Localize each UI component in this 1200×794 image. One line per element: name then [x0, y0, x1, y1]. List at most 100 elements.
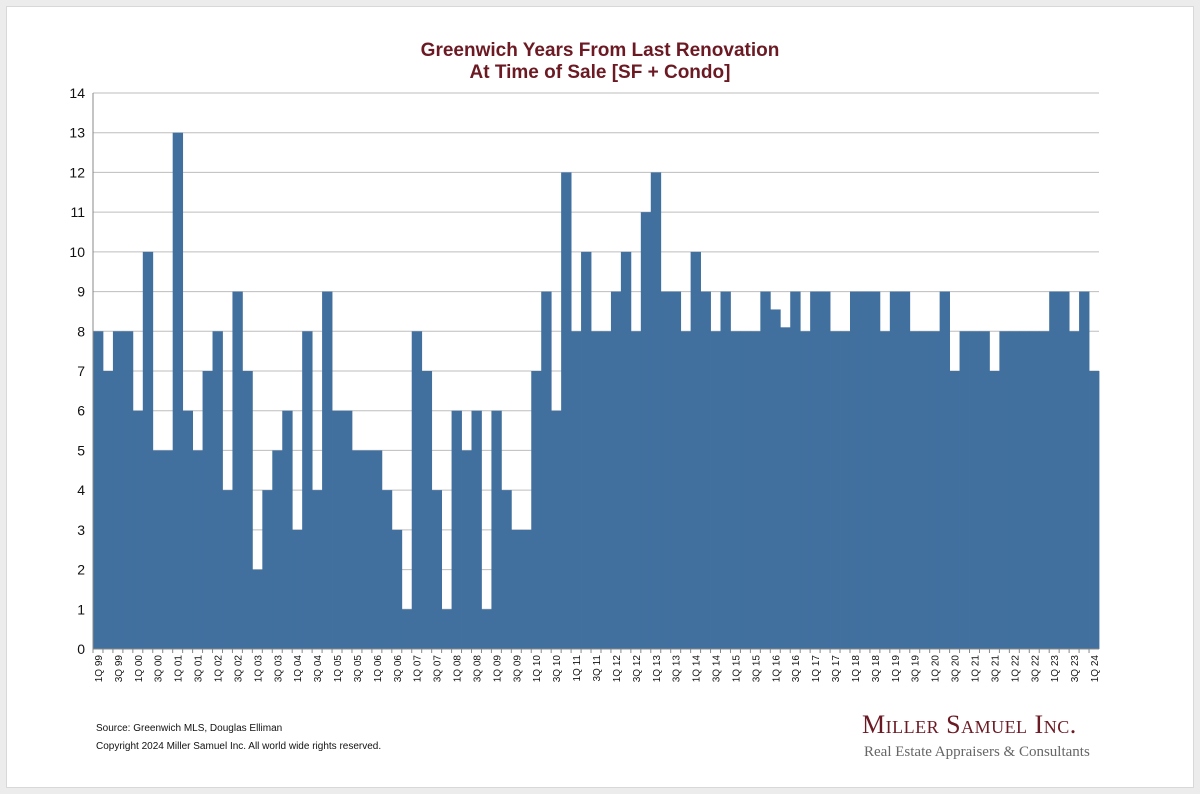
x-tick-label: 1Q 02 — [214, 655, 225, 683]
bar — [152, 450, 164, 649]
x-tick-label: 1Q 01 — [174, 655, 185, 683]
bar — [132, 410, 144, 649]
bar — [830, 331, 841, 649]
bar — [700, 291, 711, 649]
bar — [869, 291, 881, 649]
x-tick-label: 3Q 14 — [712, 655, 723, 683]
bar — [770, 309, 781, 649]
bar — [541, 291, 552, 649]
bar — [1049, 291, 1060, 649]
x-tick-label: 3Q 23 — [1070, 655, 1081, 683]
x-tick-label: 1Q 05 — [333, 655, 344, 683]
bar — [800, 331, 811, 649]
x-tick-label: 3Q 13 — [672, 655, 683, 683]
bar — [252, 569, 263, 649]
bar — [93, 331, 104, 649]
bar — [670, 291, 682, 649]
x-tick-label: 3Q 17 — [831, 655, 842, 683]
bar — [312, 490, 323, 649]
x-tick-label: 1Q 07 — [413, 655, 424, 683]
bar — [690, 251, 701, 649]
y-tick-label: 13 — [69, 125, 85, 141]
y-tick-label: 9 — [77, 284, 85, 300]
bar — [102, 371, 114, 649]
x-tick-label: 1Q 23 — [1050, 655, 1061, 683]
bar — [461, 450, 472, 649]
x-tick-label: 1Q 03 — [253, 655, 264, 683]
bar — [899, 291, 911, 649]
x-tick-label: 3Q 09 — [512, 655, 523, 683]
bar — [650, 172, 662, 649]
x-tick-label: 1Q 04 — [293, 655, 304, 683]
bar — [1059, 291, 1070, 649]
x-tick-label: 3Q 08 — [472, 655, 483, 683]
x-tick-label: 1Q 16 — [771, 655, 782, 683]
bar — [361, 450, 373, 649]
bar — [949, 371, 960, 649]
bar — [511, 529, 522, 649]
x-tick-label: 1Q 19 — [891, 655, 902, 683]
bar — [600, 331, 612, 649]
x-tick-label: 1Q 18 — [851, 655, 862, 683]
bar — [710, 331, 721, 649]
x-tick-label: 3Q 06 — [393, 655, 404, 683]
bar — [421, 371, 433, 649]
bar — [760, 291, 771, 649]
bar — [581, 251, 592, 649]
x-tick-label: 3Q 02 — [233, 655, 244, 683]
x-tick-label: 1Q 08 — [453, 655, 464, 683]
x-tick-label: 1Q 14 — [692, 655, 703, 683]
bar — [411, 331, 423, 649]
bar — [720, 291, 731, 649]
bar — [371, 450, 383, 649]
bar — [232, 291, 243, 649]
x-tick-label: 1Q 17 — [811, 655, 822, 683]
bar — [431, 490, 443, 649]
bar — [989, 371, 1000, 649]
bar — [750, 331, 761, 649]
x-tick-label: 3Q 99 — [114, 655, 125, 683]
y-tick-label: 1 — [77, 601, 85, 617]
logo-name: Miller Samuel Inc. — [862, 710, 1077, 739]
y-tick-label: 0 — [77, 641, 85, 657]
bar — [401, 609, 413, 649]
bar — [730, 331, 741, 649]
x-tick-label: 3Q 03 — [273, 655, 284, 683]
bar — [1029, 331, 1040, 649]
x-tick-label: 1Q 11 — [572, 655, 583, 682]
bar — [1079, 291, 1090, 649]
bar — [630, 331, 642, 649]
bar — [820, 291, 831, 649]
bar — [879, 331, 891, 649]
bar — [282, 410, 293, 649]
y-tick-label: 8 — [77, 323, 85, 339]
x-tick-label: 3Q 05 — [353, 655, 364, 683]
y-tick-label: 5 — [77, 442, 85, 458]
bar — [859, 291, 871, 649]
bar — [491, 410, 502, 649]
bar — [680, 331, 692, 649]
bar — [999, 331, 1010, 649]
y-tick-label: 12 — [69, 164, 85, 180]
bar — [302, 331, 313, 649]
y-tick-label: 3 — [77, 522, 85, 538]
bar — [451, 410, 462, 649]
x-tick-label: 3Q 01 — [194, 655, 205, 683]
bar — [1089, 371, 1100, 649]
x-tick-label: 3Q 18 — [871, 655, 882, 683]
bar — [531, 371, 542, 649]
x-tick-label: 3Q 12 — [632, 655, 643, 683]
bar — [391, 529, 403, 649]
x-tick-label: 1Q 21 — [970, 655, 981, 683]
bar — [192, 450, 203, 649]
bar — [640, 212, 652, 649]
chart-title-line1: Greenwich Years From Last Renovation — [420, 40, 780, 61]
chart-title: Greenwich Years From Last Renovation At … — [0, 40, 1200, 84]
x-tick-label: 3Q 22 — [1030, 655, 1041, 683]
bar — [790, 291, 801, 649]
bar — [929, 331, 941, 649]
x-tick-label: 1Q 20 — [931, 655, 942, 683]
bar — [919, 331, 931, 649]
x-tick-label: 1Q 13 — [652, 655, 663, 683]
bar — [979, 331, 990, 649]
